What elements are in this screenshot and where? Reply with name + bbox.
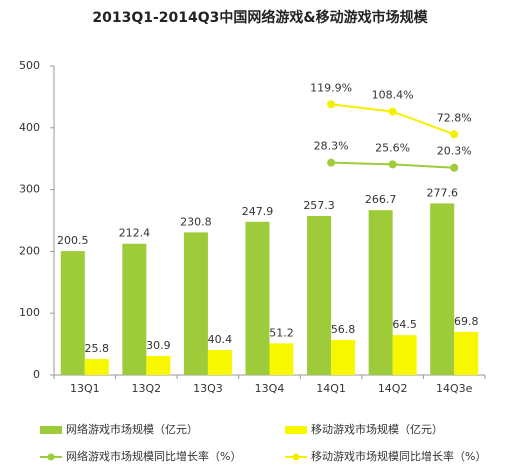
data-label: 257.3 <box>303 199 335 212</box>
y-tick-label: 0 <box>33 368 40 381</box>
data-label: 56.8 <box>331 323 356 336</box>
x-tick-label: 14Q2 <box>378 382 408 395</box>
legend-swatch <box>47 453 55 461</box>
bar <box>207 350 232 375</box>
chart-title: 2013Q1-2014Q3中国网络游戏&移动游戏市场规模 <box>92 9 428 26</box>
x-tick-label: 13Q2 <box>132 382 162 395</box>
data-label: 230.8 <box>180 215 212 228</box>
point <box>327 158 336 167</box>
bar <box>392 335 417 375</box>
y-tick-label: 200 <box>19 244 40 257</box>
bar <box>454 331 479 375</box>
legend-swatch <box>285 426 307 434</box>
bar <box>245 221 270 375</box>
data-label: 119.9% <box>310 81 352 94</box>
x-tick-label: 14Q3e <box>436 382 473 395</box>
data-label: 25.6% <box>375 141 410 154</box>
point <box>450 163 459 172</box>
data-label: 40.4 <box>208 333 233 346</box>
data-label: 72.8% <box>437 111 472 124</box>
bar <box>84 359 109 375</box>
data-label: 64.5 <box>392 318 417 331</box>
data-label: 25.8 <box>85 342 110 355</box>
legend-label: 移动游戏市场规模（亿元） <box>311 422 443 436</box>
bar <box>331 339 356 375</box>
data-label: 108.4% <box>372 89 414 102</box>
legend-label: 网络游戏市场规模（亿元） <box>66 422 198 436</box>
legend-label: 网络游戏市场规模同比增长率（%） <box>66 449 241 463</box>
data-label: 30.9 <box>146 339 171 352</box>
data-label: 51.2 <box>269 326 294 339</box>
x-tick-label: 13Q3 <box>193 382 223 395</box>
y-tick-label: 300 <box>19 183 40 196</box>
bar <box>368 210 393 375</box>
y-tick-label: 400 <box>19 121 40 134</box>
legend-swatch <box>40 426 62 434</box>
data-label: 247.9 <box>242 205 274 218</box>
point <box>388 160 397 169</box>
data-label: 212.4 <box>119 227 151 240</box>
legend-label: 移动游戏市场规模同比增长率（%） <box>311 449 486 463</box>
point <box>388 107 397 116</box>
bar <box>122 243 147 375</box>
data-label: 20.3% <box>437 145 472 158</box>
point <box>450 130 459 139</box>
data-label: 266.7 <box>365 193 397 206</box>
data-label: 200.5 <box>57 234 89 247</box>
x-tick-label: 13Q1 <box>70 382 100 395</box>
bar <box>146 355 171 375</box>
x-tick-label: 13Q4 <box>255 382 285 395</box>
bar <box>269 343 294 375</box>
bar <box>60 251 85 375</box>
bar <box>430 203 455 375</box>
point <box>327 100 336 109</box>
y-tick-label: 100 <box>19 306 40 319</box>
data-label: 28.3% <box>314 140 349 153</box>
data-label: 69.8 <box>454 315 479 328</box>
x-tick-label: 14Q1 <box>316 382 346 395</box>
bar <box>307 215 332 375</box>
y-tick-label: 500 <box>19 59 40 72</box>
legend-swatch <box>292 453 300 461</box>
bar <box>183 232 208 375</box>
data-label: 277.6 <box>426 186 458 199</box>
